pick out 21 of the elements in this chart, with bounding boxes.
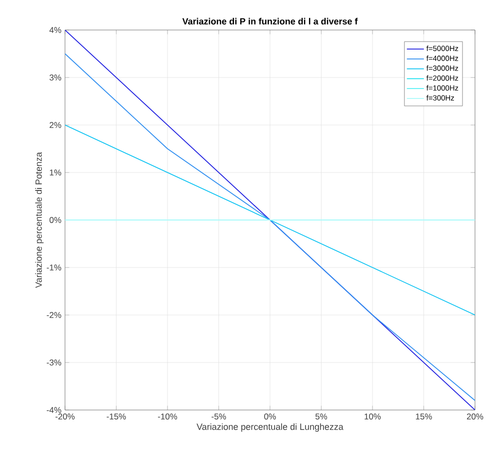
x-tick-label: -10% — [158, 414, 178, 420]
x-tick-label: -5% — [212, 414, 226, 420]
x-tick-label: 0% — [264, 414, 276, 420]
x-axis-title: Variazione percentuale di Lunghezza — [196, 423, 344, 432]
y-tick-label: -2% — [46, 312, 62, 318]
y-tick-label: -3% — [46, 360, 62, 366]
chart-title: Variazione di P in funzione di l a diverse f — [182, 18, 358, 25]
x-tick-label: 10% — [364, 414, 381, 420]
y-axis-title: Variazione percentuale di Potenza — [35, 152, 44, 288]
y-tick-label: 4% — [49, 27, 62, 33]
x-tick-label: -20% — [55, 414, 75, 420]
y-tick-label: 0% — [50, 217, 62, 223]
y-tick-label: 3% — [50, 74, 62, 80]
x-tick-label: 15% — [416, 414, 432, 420]
y-tick-label: 2% — [50, 122, 62, 128]
y-tick-label: -4% — [46, 407, 62, 413]
y-tick-label: 1% — [50, 170, 62, 176]
x-tick-label: 20% — [466, 414, 484, 420]
x-tick-label: -15% — [106, 414, 126, 420]
x-tick-label: 5% — [315, 414, 328, 420]
y-tick-label: -1% — [46, 264, 62, 270]
